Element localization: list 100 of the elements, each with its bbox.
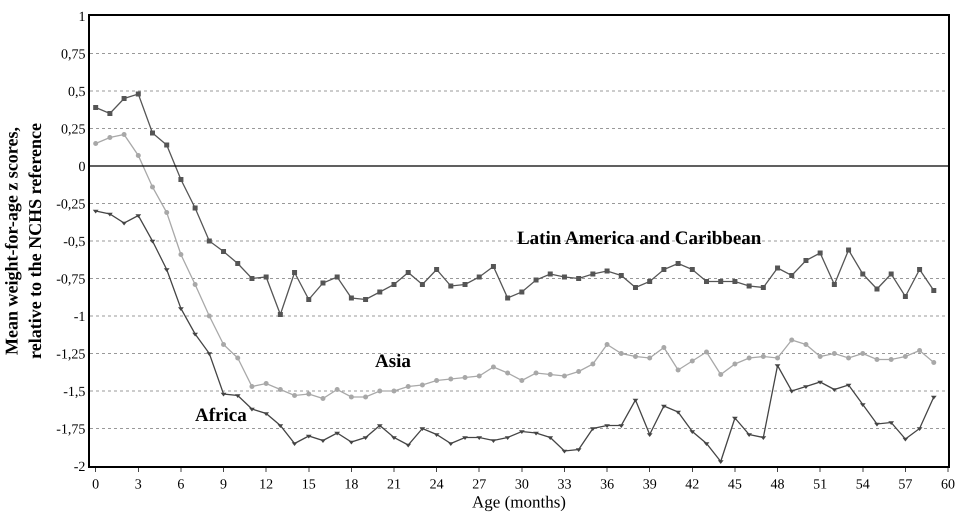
y-tick-label: -0,75	[56, 272, 86, 288]
x-tick-label: 12	[259, 478, 274, 493]
point	[803, 342, 808, 347]
x-tick-label: 42	[685, 478, 700, 493]
point	[334, 387, 340, 392]
point	[249, 276, 254, 281]
x-tick-label: 45	[728, 478, 742, 493]
point	[490, 264, 496, 269]
point	[902, 354, 908, 359]
point	[562, 374, 567, 378]
y-tick-label: -1,25	[56, 347, 86, 362]
x-tick-label: 3	[134, 478, 142, 493]
point	[534, 370, 539, 376]
x-tick-label: 15	[302, 478, 316, 493]
point	[178, 177, 184, 182]
point	[562, 274, 567, 280]
point	[534, 278, 539, 282]
point	[519, 378, 524, 383]
x-tick-label: 54	[856, 478, 870, 493]
point	[690, 358, 695, 364]
x-tick-label: 27	[472, 478, 486, 493]
y-tick-label: 0	[78, 160, 86, 175]
series-label: Africa	[195, 405, 248, 426]
point	[264, 381, 269, 386]
point	[476, 374, 482, 378]
point	[122, 132, 127, 137]
y-tick-label: -0,5	[63, 234, 86, 250]
point	[420, 282, 425, 287]
point	[604, 342, 610, 347]
point	[292, 270, 298, 275]
x-tick-label: 48	[770, 478, 785, 493]
point	[632, 354, 638, 359]
point	[264, 274, 269, 280]
point	[576, 276, 582, 281]
point	[661, 267, 666, 272]
point	[846, 248, 852, 252]
point	[476, 274, 482, 280]
point	[818, 354, 823, 359]
y-tick-label: -1,75	[56, 422, 86, 438]
point	[462, 282, 468, 287]
point	[775, 266, 780, 270]
point	[548, 372, 553, 377]
x-tick-label: 60	[941, 478, 955, 493]
point	[718, 279, 724, 284]
y-tick-label: -1,5	[63, 384, 86, 400]
point	[377, 290, 382, 294]
point	[448, 376, 454, 382]
point	[746, 356, 752, 360]
point	[746, 284, 752, 288]
point	[363, 394, 368, 400]
point	[917, 348, 922, 353]
point	[206, 314, 212, 318]
point	[519, 290, 524, 294]
y-tick-label: -2	[74, 460, 86, 475]
point	[93, 141, 98, 146]
point	[107, 135, 112, 140]
point	[676, 261, 681, 266]
point	[292, 393, 298, 398]
point	[192, 282, 198, 287]
y-tick-label: 0,5	[68, 84, 86, 100]
x-tick-label: 57	[898, 478, 912, 493]
x-tick-label: 30	[514, 478, 529, 493]
x-tick-label: 51	[813, 478, 828, 493]
x-axis-title: Age (months)	[472, 492, 566, 512]
x-tick-label: 21	[386, 478, 401, 493]
x-tick-label: 39	[642, 478, 657, 493]
x-tick-label: 33	[557, 478, 572, 493]
y-tick-label: 1	[78, 10, 86, 25]
point	[107, 111, 112, 116]
point	[192, 206, 198, 210]
x-tick-label: 36	[600, 478, 614, 493]
point	[647, 356, 652, 360]
point	[278, 312, 283, 317]
point	[391, 388, 396, 394]
point	[348, 296, 354, 300]
x-tick-label: 18	[344, 478, 358, 493]
y-axis-title: Mean weight-for-age z scores, relative to the NCHS reference	[2, 123, 45, 359]
point	[803, 258, 808, 263]
point	[690, 267, 695, 272]
point	[136, 153, 141, 158]
point	[505, 370, 510, 376]
point	[377, 388, 382, 394]
point	[420, 382, 425, 388]
point	[590, 272, 596, 276]
x-tick-label: 9	[220, 478, 228, 493]
point	[902, 294, 908, 299]
point	[306, 392, 312, 396]
point	[888, 272, 894, 276]
point	[164, 142, 170, 148]
point	[448, 284, 454, 288]
point	[434, 267, 440, 272]
point	[860, 351, 866, 356]
point	[434, 378, 440, 383]
x-tick-label: 0	[92, 478, 100, 493]
point	[576, 369, 582, 374]
x-tick-label: 6	[177, 478, 184, 493]
point	[718, 372, 724, 377]
point	[590, 362, 596, 366]
point	[235, 356, 240, 360]
point	[860, 272, 866, 276]
